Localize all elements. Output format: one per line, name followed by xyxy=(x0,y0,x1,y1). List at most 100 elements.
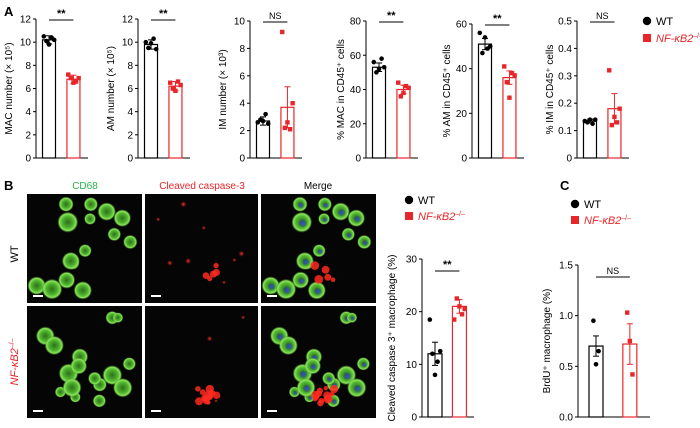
y-axis-label: % AM in CD45⁺ cells xyxy=(442,44,453,137)
cell-nucleus xyxy=(301,257,310,267)
caspase-cluster xyxy=(195,386,201,392)
cell-nucleus xyxy=(292,390,299,396)
col-header-merge: Merge xyxy=(304,181,333,192)
y-tick-label: 0 xyxy=(566,154,572,165)
panel-label-a: A xyxy=(4,4,14,19)
legend-wt-marker xyxy=(642,16,652,26)
chart-pct-mac: 0 20 40 60 80% MAC in CD45⁺ cells ** xyxy=(336,10,418,165)
y-axis-label: IM number (× 10³) xyxy=(218,49,229,129)
data-point xyxy=(379,56,384,61)
cell-red xyxy=(206,335,213,342)
caspase-cluster xyxy=(202,272,210,279)
data-point xyxy=(371,59,377,65)
data-point xyxy=(430,351,435,357)
row-label-wt: WT xyxy=(9,245,21,262)
cell-nucleus xyxy=(350,316,356,322)
y-tick-label: 30 xyxy=(406,255,418,266)
data-point xyxy=(454,296,460,301)
y-tick-label: 6 xyxy=(239,71,245,82)
cell-nucleus xyxy=(302,384,312,393)
bar xyxy=(502,76,517,159)
y-tick-label: 0 xyxy=(127,154,133,165)
cell-green xyxy=(58,196,74,212)
y-tick-label: 0 xyxy=(411,413,417,424)
data-point xyxy=(68,75,74,81)
data-point xyxy=(609,122,615,128)
bar xyxy=(41,39,57,159)
data-point xyxy=(260,118,266,124)
legend-ko-label: NF-κB2–/– xyxy=(418,211,465,223)
data-point xyxy=(614,120,620,125)
cell-green xyxy=(83,197,99,212)
data-point xyxy=(403,83,409,89)
cell-red xyxy=(232,257,237,263)
data-point xyxy=(437,348,443,354)
data-point xyxy=(71,80,76,85)
significance-label: NS xyxy=(269,11,282,21)
significance-label: ** xyxy=(159,8,168,20)
data-point xyxy=(593,362,599,367)
data-point xyxy=(617,106,622,111)
significance-label: NS xyxy=(596,11,609,21)
data-point xyxy=(374,70,379,75)
caspase-cluster xyxy=(321,265,330,274)
data-point xyxy=(287,127,293,132)
y-tick-label: 20 xyxy=(456,109,468,120)
cell-green xyxy=(70,357,88,375)
data-point xyxy=(627,338,633,344)
legend-ko-marker xyxy=(405,212,413,220)
cell-nucleus xyxy=(282,285,292,295)
cell-nucleus xyxy=(322,217,328,223)
scale-bar xyxy=(33,410,43,412)
caspase-cluster xyxy=(314,275,324,284)
data-point xyxy=(482,35,488,40)
cell-nucleus xyxy=(297,201,305,209)
caspase-cluster xyxy=(201,394,208,402)
data-point xyxy=(590,121,595,127)
data-point xyxy=(480,50,485,56)
legend-wt-label: WT xyxy=(418,195,435,207)
y-tick-label: 0.0 xyxy=(559,413,573,424)
data-point xyxy=(487,44,493,49)
data-point xyxy=(153,46,159,52)
caspase-cluster xyxy=(213,262,219,269)
micrograph-background xyxy=(145,194,258,303)
data-point xyxy=(44,38,49,44)
significance-label: ** xyxy=(57,8,66,20)
data-point xyxy=(51,37,57,43)
y-tick-label: 0.1 xyxy=(558,126,572,137)
micrograph-tile xyxy=(27,306,142,418)
data-point xyxy=(46,42,52,47)
cell-red xyxy=(238,250,245,257)
legend-ko-label: NF-κB2–/– xyxy=(656,33,700,45)
cell-nucleus xyxy=(309,363,318,371)
bar xyxy=(168,85,183,159)
data-point xyxy=(587,117,593,122)
cell-green xyxy=(112,377,133,398)
y-tick-label: 8 xyxy=(127,61,133,72)
cell-red xyxy=(184,257,192,265)
cell-nucleus xyxy=(361,361,368,368)
caspase-cluster xyxy=(206,400,211,405)
cell-red xyxy=(180,200,187,208)
y-tick-label: 0.5 xyxy=(558,17,572,28)
y-tick-label: 60 xyxy=(456,20,468,31)
legend-wt-marker xyxy=(570,199,580,209)
panel-label-b: B xyxy=(4,178,13,193)
legend-wt-label: WT xyxy=(656,16,673,28)
y-tick-label: 8 xyxy=(25,61,31,72)
data-point xyxy=(398,94,404,99)
legend-a: WT NF-κB2–/– xyxy=(642,16,700,45)
y-tick-label: 6 xyxy=(127,84,133,95)
y-tick-label: 60 xyxy=(350,51,362,62)
cell-green xyxy=(27,276,47,296)
cell-green xyxy=(44,335,65,356)
cell-red xyxy=(201,225,207,231)
cell-nucleus xyxy=(297,277,306,285)
cell-nucleus xyxy=(353,215,362,224)
cell-green xyxy=(87,371,102,386)
significance-label: ** xyxy=(493,13,502,25)
caspase-cluster xyxy=(323,385,329,391)
cell-nucleus xyxy=(331,398,338,405)
